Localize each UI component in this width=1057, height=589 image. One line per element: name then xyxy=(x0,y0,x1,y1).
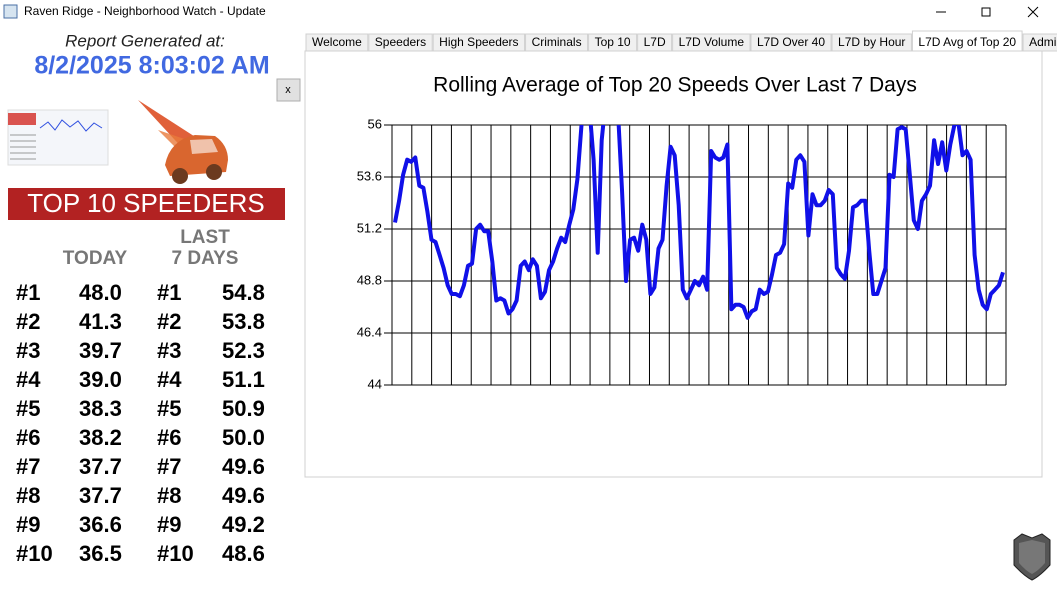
tab-label[interactable]: L7D xyxy=(644,35,666,49)
speed-last7: 50.9 xyxy=(222,396,265,421)
speed-today: 36.5 xyxy=(79,541,122,566)
rank-last7: #7 xyxy=(157,454,181,479)
y-tick-label: 46.4 xyxy=(357,324,382,339)
y-tick-label: 51.2 xyxy=(357,220,382,235)
tab-label[interactable]: Top 10 xyxy=(595,35,631,49)
y-tick-label: 56 xyxy=(368,116,382,131)
speed-today: 41.3 xyxy=(79,309,122,334)
thumbnail xyxy=(7,109,109,166)
report-label: Report Generated at: xyxy=(65,31,225,50)
last7-header: 7 DAYS xyxy=(172,248,239,269)
tab-label[interactable]: Admin xyxy=(1029,35,1057,49)
rank-today: #7 xyxy=(16,454,40,479)
data-line xyxy=(393,125,1005,320)
tab[interactable] xyxy=(1022,33,1057,52)
shield-icon xyxy=(1013,533,1051,581)
tab-panel xyxy=(304,50,1043,478)
rank-last7: #2 xyxy=(157,309,181,334)
speed-today: 38.3 xyxy=(79,396,122,421)
speed-last7: 49.2 xyxy=(222,512,265,537)
y-tick-label: 44 xyxy=(368,376,382,391)
rank-last7: #8 xyxy=(157,483,181,508)
rank-today: #2 xyxy=(16,309,40,334)
last7-header: LAST xyxy=(180,227,230,248)
rank-last7: #10 xyxy=(157,541,194,566)
speed-last7: 49.6 xyxy=(222,483,265,508)
rank-last7: #9 xyxy=(157,512,181,537)
speed-today: 39.0 xyxy=(79,367,122,392)
rank-today: #8 xyxy=(16,483,40,508)
chart-title: Rolling Average of Top 20 Speeds Over La… xyxy=(433,74,917,97)
tab-label[interactable]: Criminals xyxy=(532,35,582,49)
tab-label[interactable]: L7D Over 40 xyxy=(757,35,825,49)
rank-today: #1 xyxy=(16,280,40,305)
speed-last7: 48.6 xyxy=(222,541,265,566)
speed-today: 37.7 xyxy=(79,483,122,508)
tab-label[interactable]: Welcome xyxy=(312,35,362,49)
restore-button[interactable] xyxy=(981,7,991,17)
rank-last7: #3 xyxy=(157,338,181,363)
speed-last7: 54.8 xyxy=(222,280,265,305)
speed-last7: 49.6 xyxy=(222,454,265,479)
tab-label[interactable]: L7D Volume xyxy=(679,35,745,49)
rank-today: #3 xyxy=(16,338,40,363)
speed-last7: 50.0 xyxy=(222,425,265,450)
rank-today: #10 xyxy=(16,541,53,566)
rank-last7: #1 xyxy=(157,280,181,305)
rank-today: #9 xyxy=(16,512,40,537)
rank-today: #4 xyxy=(16,367,41,392)
tab-label[interactable]: L7D Avg of Top 20 xyxy=(918,35,1016,49)
close-window-button[interactable] xyxy=(1027,6,1039,18)
speed-today: 37.7 xyxy=(79,454,122,479)
speed-today: 39.7 xyxy=(79,338,122,363)
tab-label[interactable]: High Speeders xyxy=(439,35,518,49)
rank-last7: #6 xyxy=(157,425,181,450)
y-tick-label: 53.6 xyxy=(357,168,382,183)
speed-today: 48.0 xyxy=(79,280,122,305)
title-bar xyxy=(0,0,1057,24)
window-title: Raven Ridge - Neighborhood Watch - Updat… xyxy=(24,4,266,18)
rank-today: #6 xyxy=(16,425,40,450)
rank-last7: #4 xyxy=(157,367,182,392)
speed-last7: 51.1 xyxy=(222,367,265,392)
speeders-title: TOP 10 SPEEDERS xyxy=(27,188,264,218)
speed-last7: 53.8 xyxy=(222,309,265,334)
close-panel-button[interactable] xyxy=(276,78,301,102)
speed-last7: 52.3 xyxy=(222,338,265,363)
rank-last7: #5 xyxy=(157,396,181,421)
tab-label[interactable]: Speeders xyxy=(375,35,426,49)
speed-today: 38.2 xyxy=(79,425,122,450)
app-icon xyxy=(3,4,18,19)
speeders-banner xyxy=(8,188,285,220)
tab-label[interactable]: L7D by Hour xyxy=(838,35,905,49)
rank-today: #5 xyxy=(16,396,40,421)
report-timestamp: 8/2/2025 8:03:02 AM xyxy=(34,52,269,80)
today-header: TODAY xyxy=(63,248,128,269)
close-panel-label[interactable]: x xyxy=(285,84,291,96)
speed-today: 36.6 xyxy=(79,512,122,537)
car-logo xyxy=(138,100,228,184)
y-tick-label: 48.8 xyxy=(357,272,382,287)
